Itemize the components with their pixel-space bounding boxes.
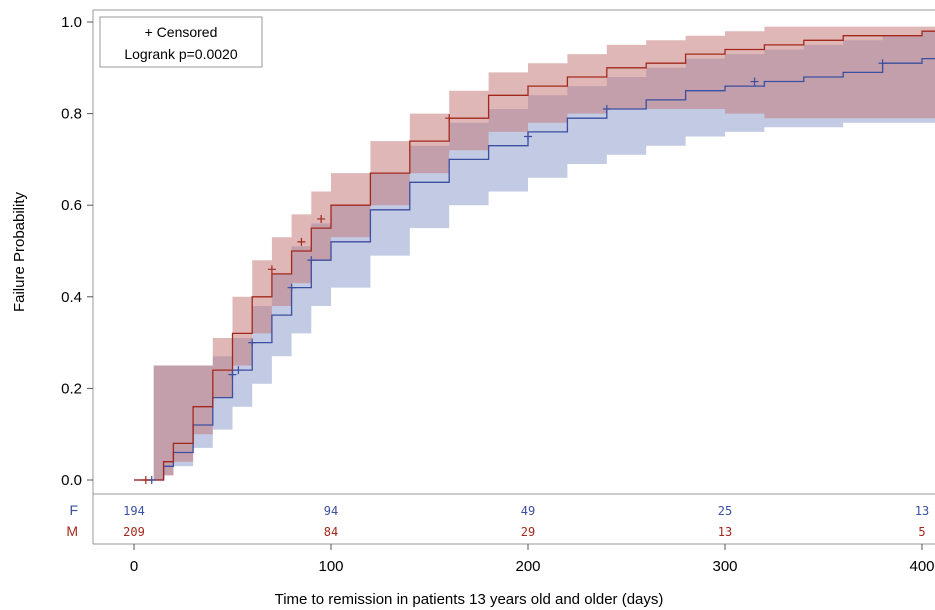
y-tick-label: 0.2 (61, 380, 82, 397)
at-risk-count: 94 (324, 504, 338, 518)
band-m (153, 26, 935, 480)
at-risk-group-label: F (69, 502, 78, 518)
at-risk-count: 209 (123, 525, 145, 539)
censor-marks (141, 59, 887, 484)
censor-mark-f (524, 132, 532, 141)
x-tick-label: 0 (130, 558, 138, 575)
y-tick-label: 0.4 (61, 289, 82, 306)
legend: + Censored Logrank p=0.0020 (99, 16, 263, 68)
x-tick-label: 100 (318, 558, 343, 575)
legend-box (99, 16, 263, 68)
censor-mark-f (228, 370, 237, 379)
at-risk-count: 5 (918, 525, 925, 539)
at-risk-count: 29 (521, 525, 535, 539)
failure-curves (134, 30, 935, 481)
confidence-bands (153, 26, 935, 480)
x-axis: 0 100 200 300 400 (130, 544, 935, 575)
censor-mark-f (750, 77, 759, 86)
y-axis: 0.0 0.2 0.4 0.6 0.8 1.0 (61, 14, 93, 489)
at-risk-count: 13 (718, 525, 732, 539)
y-tick-label: 0.8 (61, 106, 82, 123)
x-tick-label: 200 (515, 558, 540, 575)
curve-m (134, 30, 935, 481)
at-risk-group-label: M (66, 523, 78, 539)
legend-censored: + Censored (145, 24, 218, 40)
censor-mark-m (445, 114, 454, 123)
x-axis-label: Time to remission in patients 13 years o… (275, 591, 664, 608)
y-tick-label: 0.0 (61, 472, 82, 489)
censor-mark-m (317, 214, 326, 223)
x-tick-label: 400 (909, 558, 934, 575)
censor-mark-f (602, 105, 611, 114)
censor-mark-m (297, 237, 306, 246)
legend-logrank: Logrank p=0.0020 (124, 46, 237, 62)
x-tick-label: 300 (712, 558, 737, 575)
at-risk-table: F 194 94 49 25 13 M 209 84 29 13 5 (66, 502, 929, 539)
censor-mark-f (234, 366, 243, 375)
y-axis-label: Failure Probability (11, 191, 28, 312)
at-risk-count: 13 (915, 504, 929, 518)
censor-mark-f (307, 256, 316, 265)
plot-frame (92, 9, 935, 495)
at-risk-count: 194 (123, 504, 145, 518)
at-risk-count: 49 (521, 504, 535, 518)
y-tick-label: 1.0 (61, 14, 82, 31)
censor-mark-f (248, 338, 257, 347)
censor-mark-f (287, 283, 296, 292)
censor-mark-m (267, 265, 276, 274)
at-risk-count: 25 (718, 504, 732, 518)
y-tick-label: 0.6 (61, 197, 82, 214)
censor-mark-f (878, 59, 887, 68)
at-risk-count: 84 (324, 525, 338, 539)
censor-mark-m (141, 476, 150, 484)
